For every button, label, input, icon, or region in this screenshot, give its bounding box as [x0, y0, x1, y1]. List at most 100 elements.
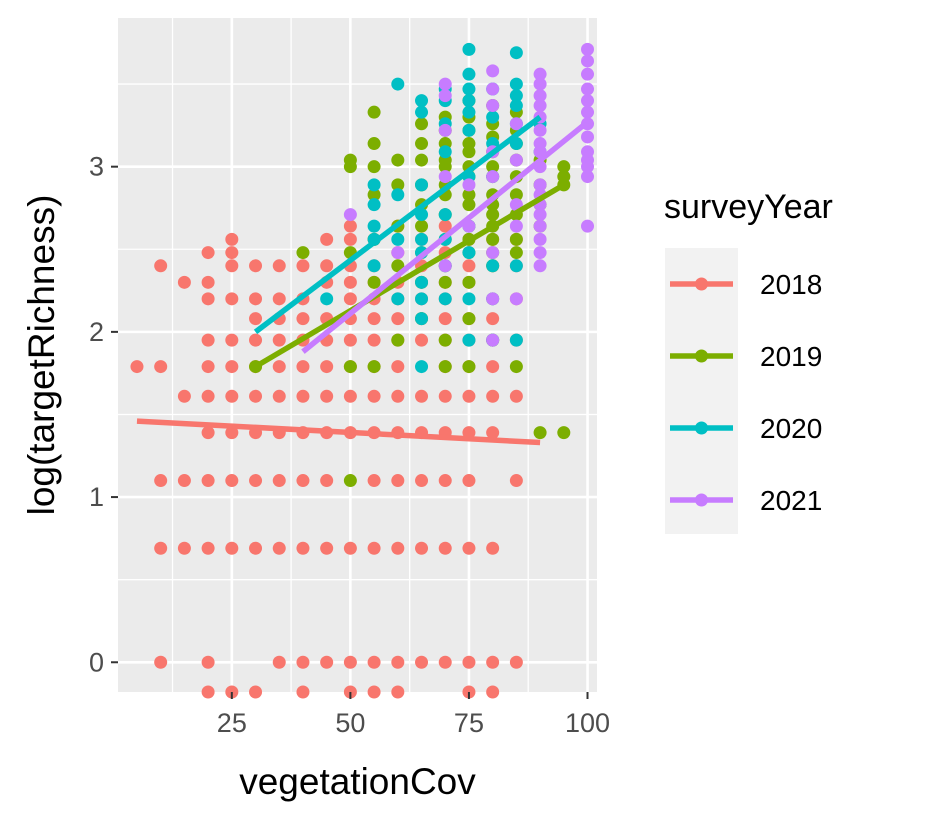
- point-2020: [367, 219, 381, 233]
- point-2018: [320, 541, 334, 555]
- point-2021: [581, 82, 595, 96]
- point-2019: [557, 426, 571, 440]
- point-2021: [533, 99, 547, 113]
- point-2018: [249, 474, 263, 488]
- axes: 25 50 75 100 0 1 2 3: [89, 152, 610, 738]
- point-2018: [296, 685, 310, 699]
- point-2018: [249, 312, 263, 326]
- point-2020: [320, 292, 334, 306]
- point-2021: [533, 178, 547, 192]
- point-2020: [415, 292, 429, 306]
- point-2021: [581, 67, 595, 81]
- point-2018: [486, 685, 500, 699]
- trend-line-2020: [253, 114, 542, 335]
- point-2018: [415, 474, 429, 488]
- point-2018: [438, 541, 452, 555]
- point-2021: [581, 94, 595, 108]
- legend-label-2021: 2021: [760, 485, 822, 516]
- point-2018: [225, 389, 239, 403]
- legend-key-point-2018: [695, 277, 708, 291]
- point-2021: [462, 178, 476, 192]
- point-2018: [296, 541, 310, 555]
- point-2018: [486, 312, 500, 326]
- point-2018: [296, 655, 310, 669]
- point-2018: [296, 312, 310, 326]
- point-2018: [462, 541, 476, 555]
- point-2018: [225, 246, 239, 260]
- point-2018: [249, 333, 263, 347]
- point-2018: [201, 292, 215, 306]
- point-2018: [154, 474, 168, 488]
- legend-items: 2018 2019 2020 2021: [670, 269, 822, 516]
- point-2020: [415, 105, 429, 119]
- point-2018: [509, 389, 523, 403]
- point-2020: [509, 259, 523, 273]
- point-2021: [486, 170, 500, 184]
- legend: surveyYear 2018 2019 2020 2021: [664, 188, 833, 534]
- point-2018: [296, 360, 310, 374]
- x-tick-label: 50: [335, 708, 365, 738]
- point-2020: [486, 259, 500, 273]
- point-2018: [462, 474, 476, 488]
- point-2018: [177, 389, 191, 403]
- point-2018: [367, 541, 381, 555]
- point-2018: [391, 474, 405, 488]
- point-2018: [225, 292, 239, 306]
- point-2018: [272, 360, 286, 374]
- point-2018: [201, 275, 215, 289]
- point-2021: [581, 54, 595, 68]
- point-2021: [509, 153, 523, 167]
- point-2019: [415, 153, 429, 167]
- point-2018: [367, 333, 381, 347]
- y-tick-label: 3: [89, 152, 104, 182]
- point-2021: [533, 77, 547, 91]
- point-2021: [438, 259, 452, 273]
- point-2018: [201, 474, 215, 488]
- point-2019: [367, 360, 381, 374]
- point-2019: [391, 153, 405, 167]
- point-2019: [486, 160, 500, 174]
- point-2018: [343, 219, 357, 233]
- point-2018: [343, 292, 357, 306]
- point-2018: [249, 389, 263, 403]
- point-2018: [272, 259, 286, 273]
- point-2019: [367, 275, 381, 289]
- point-2018: [486, 541, 500, 555]
- point-2018: [320, 474, 334, 488]
- point-2020: [391, 77, 405, 91]
- minor-gridlines: [118, 18, 597, 692]
- point-2018: [225, 333, 239, 347]
- point-2021: [486, 333, 500, 347]
- point-2021: [438, 77, 452, 91]
- point-2020: [438, 292, 452, 306]
- point-2018: [272, 655, 286, 669]
- point-2021: [486, 82, 500, 96]
- point-2020: [415, 360, 429, 374]
- point-2018: [272, 541, 286, 555]
- point-2018: [367, 474, 381, 488]
- point-2019: [462, 275, 476, 289]
- point-2018: [249, 292, 263, 306]
- point-2018: [415, 333, 429, 347]
- legend-key-point-2019: [695, 349, 708, 363]
- point-2018: [272, 292, 286, 306]
- point-2018: [154, 360, 168, 374]
- point-2020: [462, 123, 476, 137]
- point-2020: [367, 198, 381, 212]
- point-2019: [462, 360, 476, 374]
- point-2018: [486, 360, 500, 374]
- point-2018: [367, 312, 381, 326]
- point-2020: [367, 178, 381, 192]
- point-2018: [320, 389, 334, 403]
- point-2019: [486, 208, 500, 222]
- point-2019: [462, 198, 476, 212]
- point-2018: [438, 655, 452, 669]
- point-2018: [201, 246, 215, 260]
- point-2018: [415, 655, 429, 669]
- point-2019: [557, 160, 571, 174]
- point-2018: [509, 655, 523, 669]
- point-2021: [581, 219, 595, 233]
- point-2018: [486, 655, 500, 669]
- point-2021: [581, 130, 595, 144]
- legend-key-background: [665, 248, 738, 534]
